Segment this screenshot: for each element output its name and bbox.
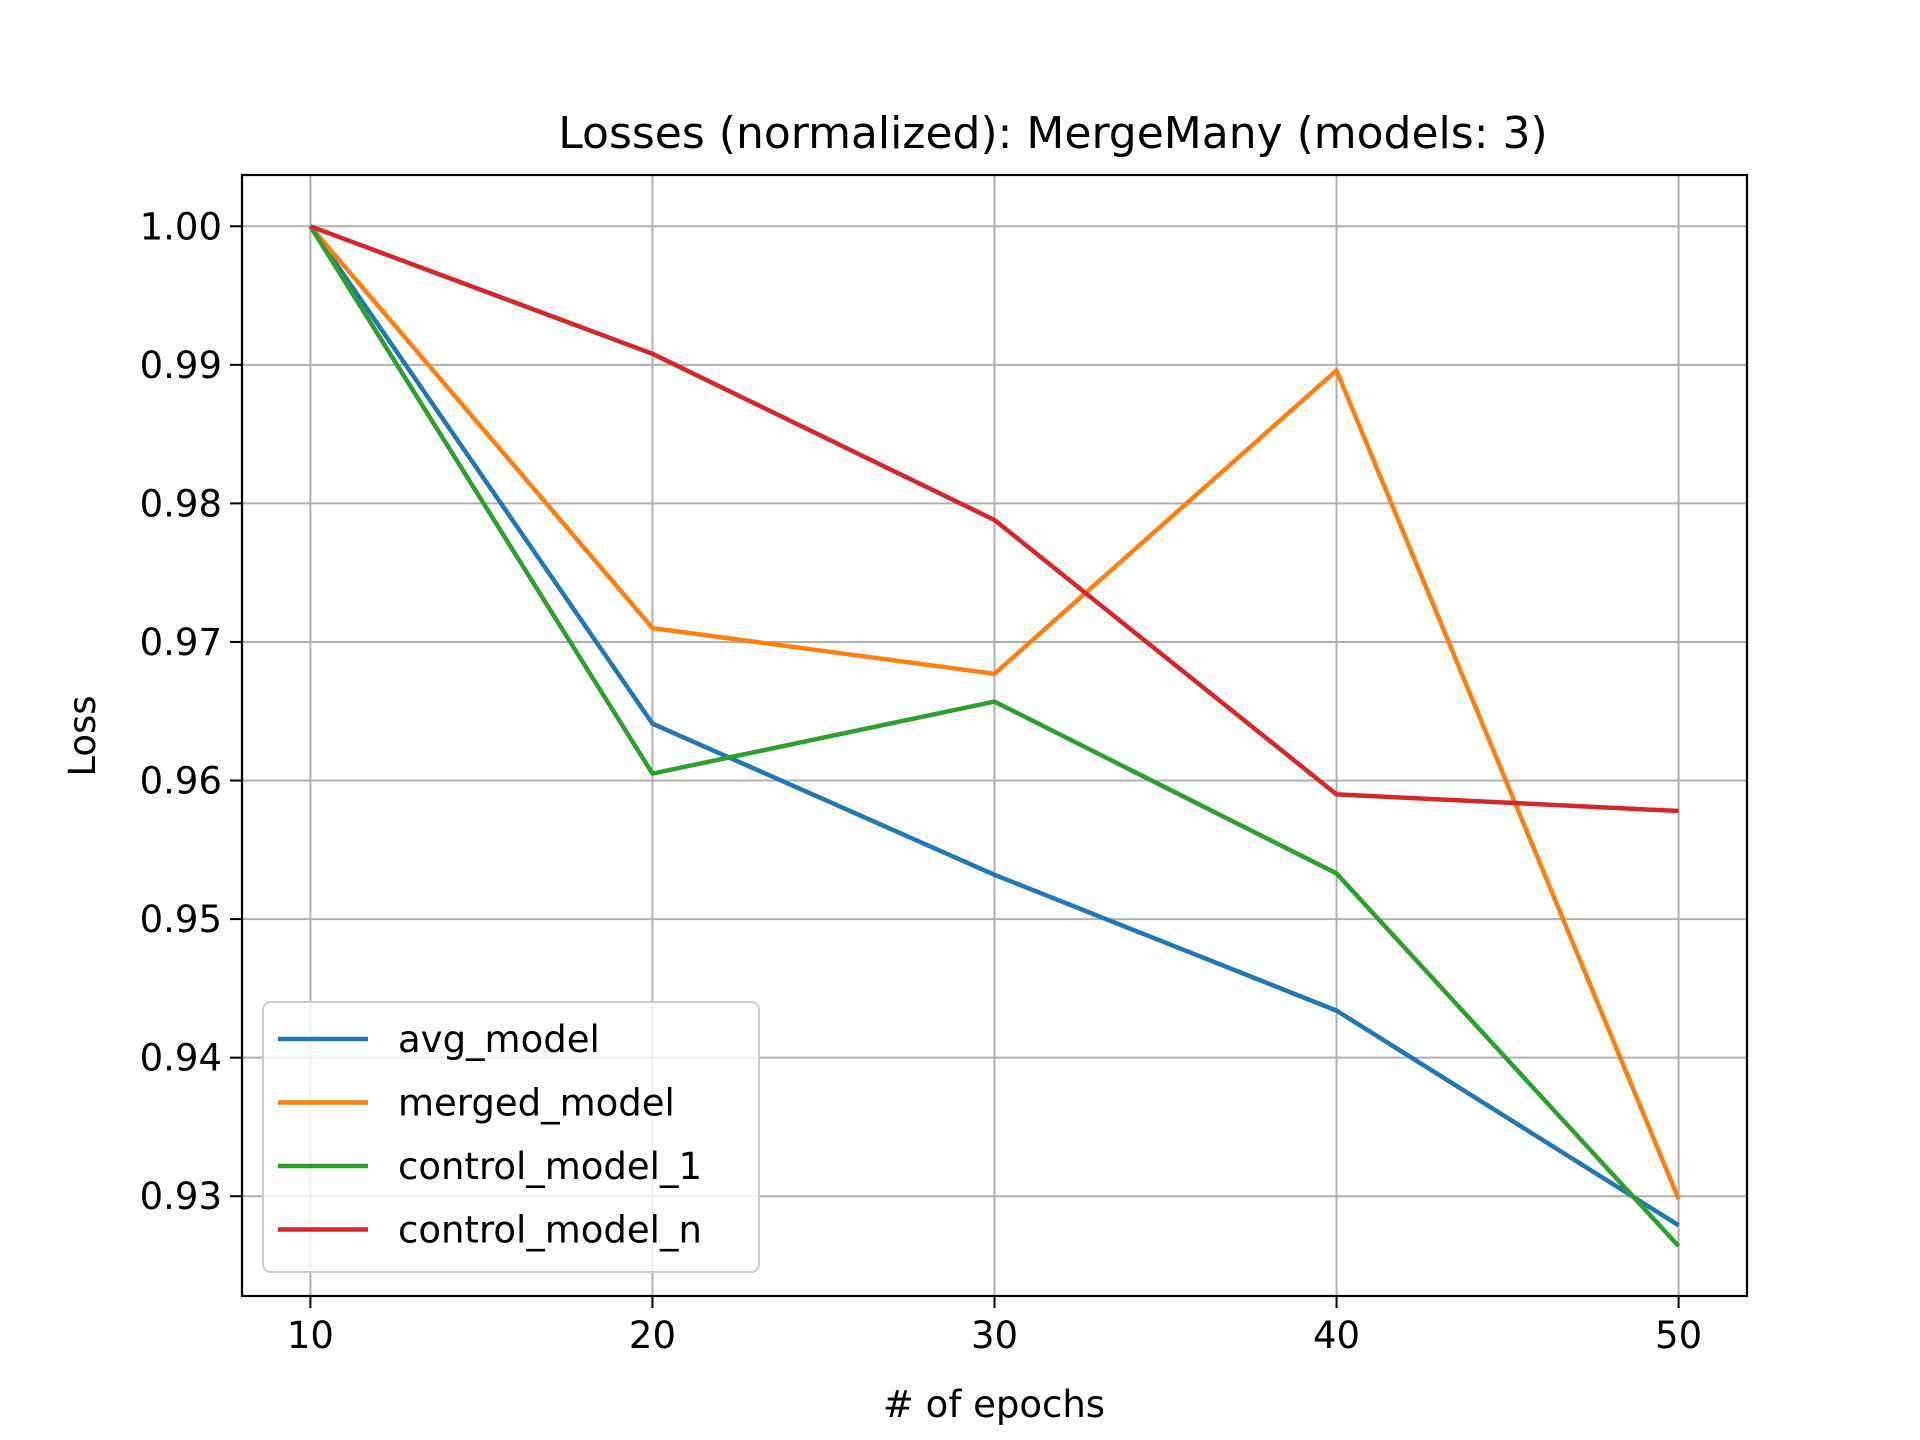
x-axis-label: # of epochs [883, 1383, 1105, 1426]
x-tick-label: 30 [971, 1314, 1018, 1357]
y-axis-label: Loss [61, 695, 104, 776]
x-tick-label: 40 [1313, 1314, 1360, 1357]
legend-label: control_model_n [398, 1209, 702, 1252]
y-tick-label: 0.94 [140, 1037, 222, 1080]
legend-label: merged_model [398, 1082, 675, 1125]
y-tick-label: 0.98 [140, 482, 222, 525]
y-tick-label: 0.95 [140, 898, 222, 941]
series-line-control-model-n [309, 224, 1679, 814]
legend-label: control_model_1 [398, 1145, 702, 1188]
y-tick-label: 0.96 [140, 760, 222, 803]
legend: avg_model merged_model control_model_1cont… [262, 1001, 760, 1273]
x-tick-label: 50 [1655, 1314, 1702, 1357]
series-line-avg-model [308, 225, 1680, 1228]
y-tick-label: 1.00 [140, 205, 222, 248]
legend-label: avg_model [398, 1018, 600, 1061]
y-axis-ticks: 0.93 0.94 0.95 0.96 0.97 0.98 0.99 1.00 [140, 205, 242, 1218]
x-axis-ticks: 10 20 30 40 50 [287, 1296, 1702, 1357]
y-tick-label: 0.99 [140, 344, 222, 387]
series-line-control-model-1 [308, 225, 1681, 1248]
y-tick-label: 0.97 [140, 621, 222, 664]
y-tick-label: 0.93 [140, 1175, 222, 1218]
x-tick-label: 10 [287, 1314, 334, 1357]
series-lines [308, 224, 1681, 1248]
chart-title: Losses (normalized): MergeMany (models: … [558, 108, 1547, 159]
x-tick-label: 20 [629, 1314, 676, 1357]
series-line-merged-model [308, 224, 1681, 1200]
legend-box [262, 1001, 760, 1273]
